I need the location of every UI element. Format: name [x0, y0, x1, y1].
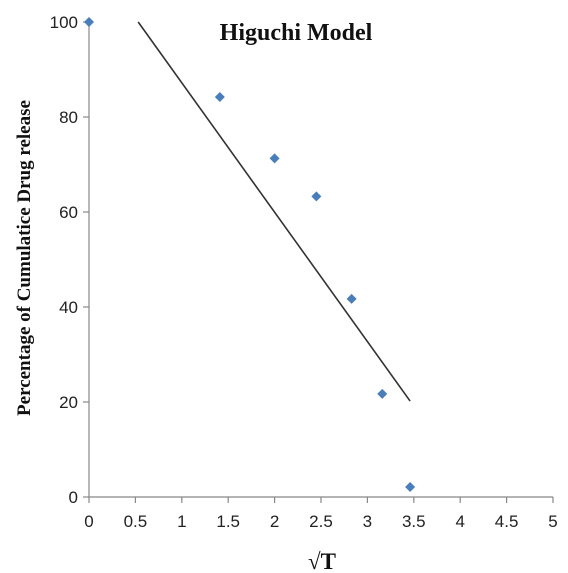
- data-point: [311, 191, 322, 202]
- x-axis-ticks: 0 0.5 1 1.5 2 2.5 3 3.5 4 4.5 5: [84, 497, 558, 531]
- axes: [88, 22, 553, 498]
- data-points: [84, 17, 416, 493]
- data-point: [269, 153, 280, 164]
- y-tick-label: 20: [59, 393, 78, 412]
- x-tick-label: 3: [363, 512, 372, 531]
- x-tick-label: 1.5: [216, 512, 240, 531]
- x-tick-label: 1: [177, 512, 186, 531]
- x-tick-label: 4: [455, 512, 464, 531]
- y-tick-label: 60: [59, 203, 78, 222]
- y-tick-label: 0: [69, 488, 78, 507]
- chart-title: Higuchi Model: [220, 20, 373, 46]
- data-point: [346, 293, 357, 304]
- x-axis-label: √T: [308, 549, 336, 573]
- x-tick-label: 0.5: [124, 512, 148, 531]
- data-point: [405, 482, 416, 493]
- trendline-group: [137, 21, 411, 402]
- y-axis-ticks: 0 20 40 60 80 100: [50, 13, 89, 507]
- x-tick-label: 2.5: [309, 512, 333, 531]
- data-point: [377, 388, 388, 399]
- x-tick-label: 4.5: [495, 512, 519, 531]
- data-point: [84, 17, 94, 27]
- y-axis-label: Percentage of Cumulatice Drug release: [14, 100, 35, 416]
- x-tick-label: 0: [84, 512, 93, 531]
- x-tick-label: 2: [270, 512, 279, 531]
- y-tick-label: 80: [59, 108, 78, 127]
- y-tick-label: 100: [50, 13, 78, 32]
- data-point: [214, 92, 225, 103]
- trendline: [137, 21, 411, 402]
- y-tick-label: 40: [59, 298, 78, 317]
- x-tick-label: 3.5: [402, 512, 426, 531]
- x-tick-label: 5: [548, 512, 557, 531]
